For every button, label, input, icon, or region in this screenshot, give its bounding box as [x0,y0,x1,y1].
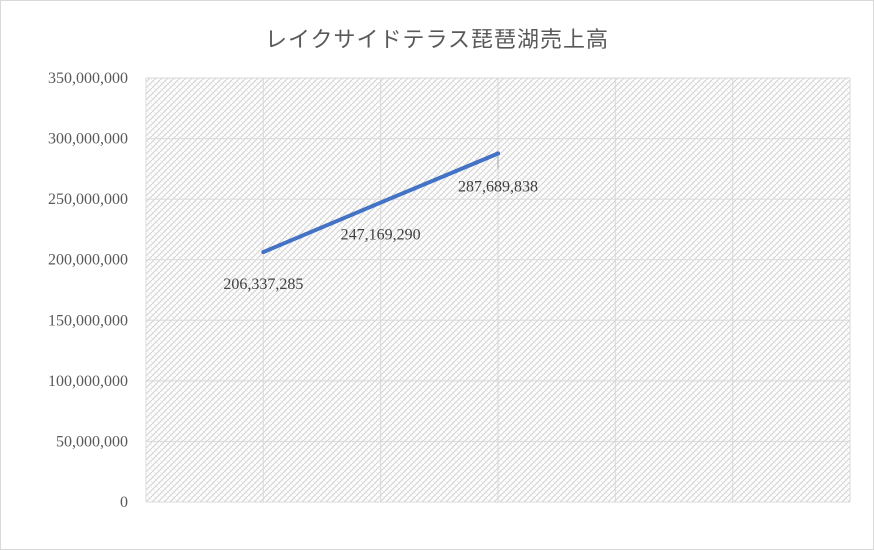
gridlines [145,77,851,503]
chart-title: レイクサイドテラス琵琶湖売上高 [264,28,610,53]
y-tick-label: 300,000,000 [48,131,128,148]
data-point [378,200,383,205]
data-point [261,250,266,255]
data-label: 206,337,285 [223,276,303,293]
data-label: 287,689,838 [458,178,538,195]
y-tick-label: 350,000,000 [48,70,128,87]
data-labels: 206,337,285 247,169,290 287,689,838 [223,156,538,293]
data-label: 247,169,290 [341,227,421,244]
y-tick-label: 150,000,000 [48,312,128,329]
data-point [496,151,500,156]
y-axis-tick-labels: 0 50,000,000 100,000,000 150,000,000 200,000… [48,70,128,511]
y-tick-label: 100,000,000 [48,373,128,390]
y-tick-label: 50,000,000 [56,433,128,450]
series-layer [261,151,500,255]
y-tick-label: 0 [120,494,128,511]
y-tick-label: 250,000,000 [48,191,128,208]
y-tick-label: 200,000,000 [48,252,128,269]
